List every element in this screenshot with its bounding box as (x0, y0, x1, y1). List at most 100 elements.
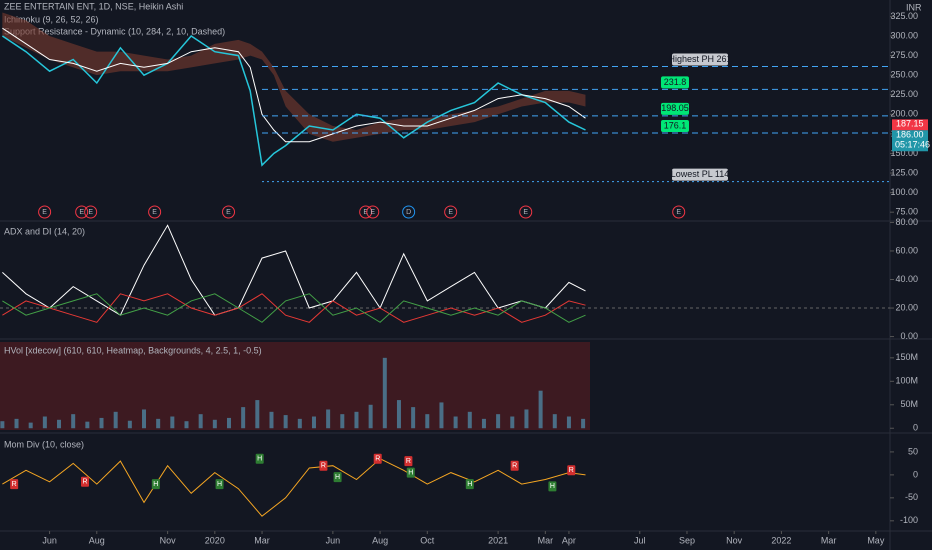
volume-bar (241, 407, 246, 429)
div-mark-label: H (408, 469, 413, 476)
event-label: E (152, 209, 157, 216)
x-tick-label: Jul (634, 535, 646, 545)
volume-bar (226, 417, 231, 429)
event-label: E (523, 209, 528, 216)
div-mark (151, 479, 160, 490)
volume-bar (481, 418, 486, 429)
level-label: 176.1 (664, 120, 687, 130)
level-label: Lowest PL 114 (671, 169, 730, 179)
div-mark (567, 465, 576, 476)
x-tick-label: Nov (160, 535, 177, 545)
div-mark (333, 472, 342, 483)
volume-bar (142, 409, 147, 429)
event-marker (519, 205, 533, 219)
event-label: E (448, 209, 453, 216)
y-tick-label: 40.00 (895, 274, 918, 284)
x-tick-label: Apr (562, 535, 576, 545)
event-label: E (676, 209, 681, 216)
y-tick-label: 80.00 (895, 217, 918, 227)
indicator-label: Ichimoku (9, 26, 52, 26) (4, 14, 99, 24)
volume-bar (510, 416, 515, 429)
y-tick-label: 20.00 (895, 302, 918, 312)
div-mark (373, 453, 382, 464)
event-label: E (226, 209, 231, 216)
pane-title: ADX and DI (14, 20) (4, 226, 85, 236)
pane-title: HVol [xdecow] (610, 610, Heatmap, Backgr… (4, 345, 262, 355)
div-mark-label: H (550, 483, 555, 490)
event-marker (672, 205, 686, 219)
volume-bar (269, 411, 274, 429)
volume-bar (57, 419, 62, 429)
volume-bar (566, 416, 571, 429)
div-mark (406, 467, 415, 478)
volume-bar (297, 418, 302, 429)
volume-bar (283, 415, 288, 429)
event-label: D (406, 209, 411, 216)
volume-bar (552, 414, 557, 429)
div-mark (319, 460, 328, 471)
volume-bar (340, 414, 345, 429)
y-tick-label: -100 (900, 515, 918, 525)
series-line (2, 293, 586, 323)
y-tick-label: 50 (908, 446, 918, 456)
volume-bar (524, 409, 529, 429)
x-tick-label: Aug (89, 535, 105, 545)
series-line (1, 35, 586, 167)
event-marker (75, 205, 89, 219)
volume-bar (255, 400, 260, 429)
div-mark-label: H (257, 456, 262, 463)
volume-bar (127, 420, 132, 429)
volume-bar (99, 417, 104, 429)
level-tag (661, 120, 689, 133)
div-mark (255, 453, 264, 464)
div-mark-label: R (569, 467, 574, 474)
div-mark (80, 476, 89, 487)
volume-bar (198, 414, 203, 429)
event-marker (84, 205, 98, 219)
y-tick-label: 100.00 (890, 187, 918, 197)
volume-bar (396, 400, 401, 429)
event-marker (148, 205, 162, 219)
div-mark-label: R (375, 456, 380, 463)
div-mark (548, 481, 557, 492)
x-tick-label: Nov (726, 535, 743, 545)
x-tick-label: Aug (372, 535, 388, 545)
x-tick-label: Mar (821, 535, 837, 545)
level-tag (672, 53, 728, 66)
volume-bar (425, 414, 430, 429)
volume-bar (581, 418, 586, 429)
x-tick-label: 2022 (771, 535, 791, 545)
volume-bar (326, 409, 331, 429)
volume-bar (212, 419, 217, 429)
div-mark-label: H (467, 481, 472, 488)
volume-bar (453, 416, 458, 429)
div-mark-label: R (321, 463, 326, 470)
volume-bar (85, 421, 90, 429)
div-mark-label: H (335, 474, 340, 481)
volume-bar (354, 411, 359, 429)
div-mark-label: R (12, 481, 17, 488)
y-tick-label: 275.00 (890, 50, 918, 60)
volume-bar (184, 421, 189, 429)
level-tag (661, 102, 689, 115)
div-mark (10, 479, 19, 490)
y-tick-label: 100M (895, 376, 918, 386)
series-line (2, 458, 586, 517)
div-mark (215, 479, 224, 490)
x-tick-label: Oct (420, 535, 435, 545)
volume-bar (467, 411, 472, 429)
y-tick-label: 60.00 (895, 245, 918, 255)
volume-bar (113, 411, 118, 429)
y-tick-label: 225.00 (890, 89, 918, 99)
volume-bar (71, 414, 76, 429)
y-tick-label: 150M (895, 352, 918, 362)
volume-bar (368, 404, 373, 429)
currency: INR (906, 2, 922, 12)
x-tick-label: 2020 (205, 535, 225, 545)
countdown-bg (892, 140, 928, 152)
price-tag-label: 187.15 (896, 119, 924, 129)
indicator-label: Support Resistance - Dynamic (10, 284, 2… (4, 26, 225, 36)
pane-title: ZEE ENTERTAIN ENT, 1D, NSE, Heikin Ashi (4, 1, 183, 11)
